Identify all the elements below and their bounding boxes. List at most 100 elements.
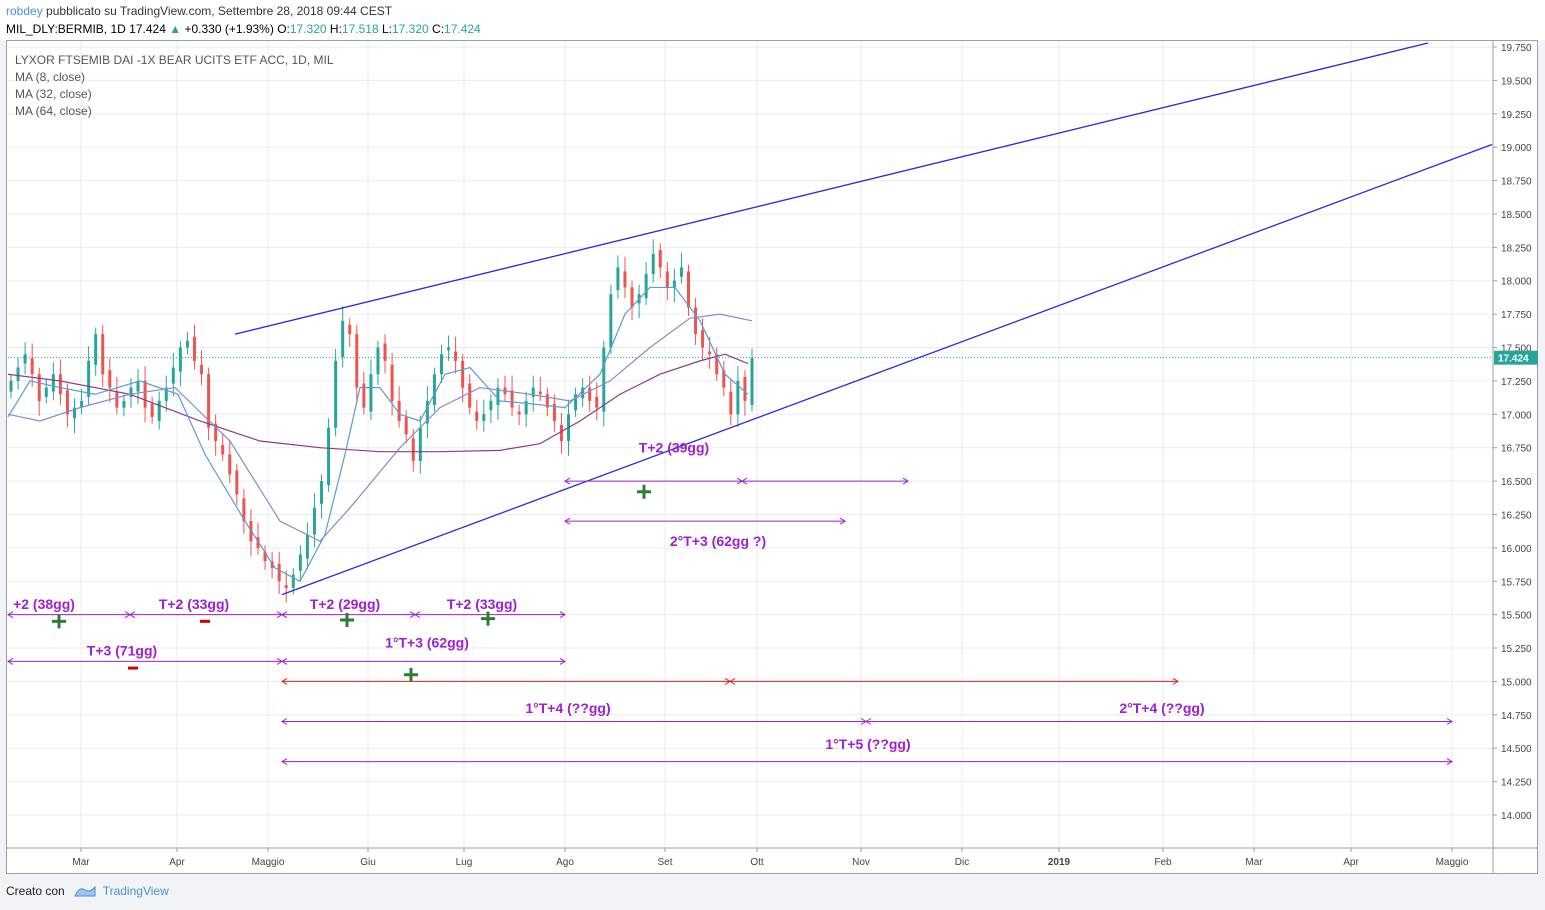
candle-body-up [129, 387, 133, 397]
candle-body-up [291, 574, 295, 588]
candle-body-up [305, 534, 309, 559]
candle-body-down [686, 271, 690, 308]
candle-body-down [101, 334, 105, 375]
y-tick-label: 16.500 [1501, 477, 1532, 488]
x-tick-label: 2019 [1048, 857, 1071, 868]
candle-body-down [468, 383, 472, 408]
candle-body-up [312, 507, 316, 535]
publish-text: pubblicato su TradingView.com, Settembre… [46, 4, 393, 18]
arrow-head [559, 611, 566, 619]
arrow-head [281, 657, 288, 665]
candle-body-up [447, 347, 451, 351]
candle-body-down [454, 351, 458, 361]
close-label: C: [432, 22, 445, 36]
candle-body-up [439, 354, 443, 375]
legend-ma8[interactable]: MA (8, close) [15, 70, 86, 84]
cycle-annotation: 2°T+3 (62gg ?) [670, 533, 766, 549]
candle-body-up [651, 254, 655, 275]
candle-body-down [411, 438, 415, 462]
arrow-head [281, 611, 288, 619]
x-tick-label: Mar [72, 857, 90, 868]
candle-body-down [701, 330, 705, 348]
arrow-head [865, 718, 872, 725]
candle-body-down [658, 250, 662, 268]
chart-legend: LYXOR FTSEMIB DAI -1X BEAR UCITS ETF ACC… [15, 52, 334, 120]
candle-body-down [722, 370, 726, 388]
chart-header: robdey pubblicato su TradingView.com, Se… [0, 0, 1545, 40]
candle-body-down [263, 551, 267, 562]
candle-body-up [574, 394, 578, 411]
tradingview-link[interactable]: TradingView [102, 884, 169, 898]
x-tick-label: Feb [1154, 857, 1172, 868]
candle-body-up [298, 554, 302, 571]
y-tick-label: 15.000 [1501, 677, 1532, 688]
last-price: 17.424 [129, 22, 166, 36]
arrow-head [839, 517, 846, 525]
legend-ma32[interactable]: MA (32, close) [15, 87, 92, 101]
arrow-head [564, 517, 571, 525]
y-tick-label: 14.250 [1501, 778, 1532, 789]
candle-body-up [736, 380, 740, 415]
candle-body-down [729, 391, 733, 415]
candle-body-up [16, 367, 20, 381]
y-tick-label: 19.250 [1501, 110, 1532, 121]
candle-body-up [609, 294, 613, 348]
cycle-annotation: T+3 (71gg) [87, 643, 157, 659]
candle-body-down [588, 387, 592, 401]
candle-body-down [390, 364, 394, 401]
legend-title: LYXOR FTSEMIB DAI -1X BEAR UCITS ETF ACC… [15, 53, 334, 67]
candle-body-up [750, 358, 754, 405]
candle-body-up [23, 354, 27, 364]
cycle-annotation: T+2 (33gg) [447, 596, 517, 612]
x-tick-label: Maggio [1436, 857, 1469, 868]
last-price-badge [1494, 350, 1538, 365]
legend-ma64[interactable]: MA (64, close) [15, 104, 92, 118]
low-label: L: [381, 22, 392, 36]
arrow-head [281, 678, 288, 685]
x-tick-label: Giu [360, 857, 376, 868]
y-tick-label: 19.000 [1501, 143, 1532, 154]
candle-body-down [517, 411, 521, 415]
y-tick-label: 19.500 [1501, 76, 1532, 87]
x-tick-label: Apr [1343, 857, 1359, 868]
candle-body-up [157, 400, 161, 421]
y-tick-label: 14.500 [1501, 744, 1532, 755]
open-label: O: [277, 22, 290, 36]
candle-body-up [376, 347, 380, 375]
candle-body-down [270, 561, 274, 568]
chart-area[interactable] [6, 40, 1538, 874]
candle-body-down [538, 391, 542, 395]
candle-body-up [320, 481, 324, 504]
arrow-head [902, 477, 909, 485]
arrow-head [1446, 758, 1453, 766]
arrow-head [559, 657, 566, 665]
channel-lower-line [281, 143, 1493, 596]
arrow-head [281, 758, 288, 766]
author-name[interactable]: robdey [6, 4, 43, 18]
candle-body-up [418, 427, 422, 462]
cycle-annotation: T+2 (39gg) [639, 440, 709, 456]
high-label: H: [329, 22, 342, 36]
candle-body-up [602, 347, 606, 412]
candle-body-up [327, 427, 331, 486]
y-tick-label: 14.000 [1501, 811, 1532, 822]
up-triangle-icon: ▲ [169, 22, 182, 36]
tradingview-logo-icon[interactable] [73, 884, 97, 898]
candle-body-down [510, 390, 514, 408]
candle-body-up [44, 387, 48, 397]
ma64-line [7, 353, 749, 453]
publish-info: robdey pubblicato su TradingView.com, Se… [6, 4, 392, 18]
candle-body-up [51, 374, 55, 392]
y-tick-label: 17.500 [1501, 344, 1532, 355]
y-tick-label: 14.750 [1501, 711, 1532, 722]
candle-body-up [616, 267, 620, 291]
candle-body-down [228, 454, 232, 475]
candle-body-down [623, 271, 627, 288]
y-tick-label: 15.250 [1501, 644, 1532, 655]
candle-body-down [235, 470, 239, 495]
price-chart[interactable]: 14.000 14.250 14.500 14.750 15.000 15.250 15.5… [0, 0, 1545, 880]
x-tick-label: Set [657, 857, 672, 868]
candle-body-up [73, 407, 77, 419]
arrow-head [1172, 678, 1179, 685]
candle-body-down [552, 403, 556, 421]
